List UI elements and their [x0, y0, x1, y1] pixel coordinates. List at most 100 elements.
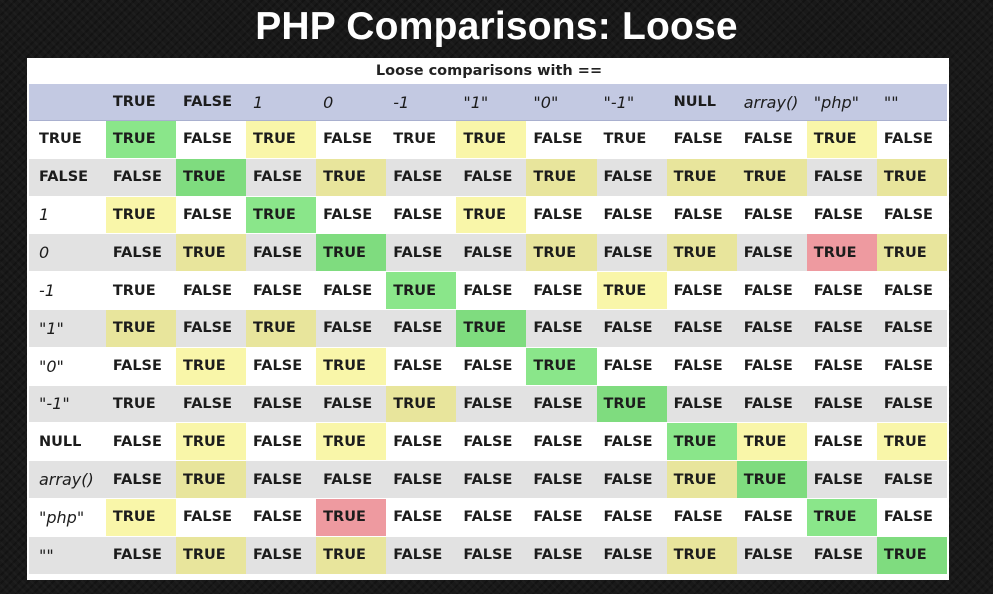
- comparison-cell: TRUE: [316, 423, 387, 462]
- comparison-cell: FALSE: [806, 309, 877, 348]
- comparison-cell: FALSE: [876, 121, 947, 159]
- comparison-cell: FALSE: [105, 423, 176, 462]
- comparison-cell: FALSE: [246, 347, 317, 386]
- comparison-cell: FALSE: [456, 423, 527, 462]
- table-row: "0" FALSE TRUE FALSE TRUE FALSE FALSE TRUE FALSE…: [29, 347, 947, 386]
- comparison-cell: FALSE: [456, 498, 527, 537]
- comparison-cell: FALSE: [596, 234, 667, 273]
- comparison-cell: FALSE: [666, 272, 737, 310]
- comparison-cell: FALSE: [316, 272, 387, 310]
- row-header: "1": [29, 309, 106, 348]
- comparison-cell: FALSE: [175, 121, 247, 159]
- comparison-cell: FALSE: [175, 272, 247, 310]
- comparison-cell: FALSE: [736, 309, 807, 348]
- comparison-cell: TRUE: [175, 234, 247, 273]
- comparison-cell: FALSE: [806, 385, 877, 424]
- comparison-cell: FALSE: [736, 121, 807, 159]
- comparison-cell: FALSE: [105, 461, 176, 499]
- comparison-cell: TRUE: [105, 385, 176, 424]
- comparison-cell: TRUE: [246, 121, 317, 159]
- column-header: -1: [386, 84, 457, 121]
- comparison-cell: TRUE: [386, 121, 457, 159]
- comparison-cell: TRUE: [316, 498, 387, 537]
- comparison-cell: FALSE: [806, 196, 877, 235]
- comparison-cell: TRUE: [666, 234, 737, 273]
- row-header: FALSE: [29, 158, 106, 197]
- comparison-cell: FALSE: [596, 423, 667, 462]
- comparison-cell: FALSE: [246, 272, 317, 310]
- comparison-cell: FALSE: [596, 536, 667, 575]
- table-row: array() FALSE TRUE FALSE FALSE FALSE FALSE FALS…: [29, 461, 947, 499]
- comparison-cell: TRUE: [876, 158, 947, 197]
- comparison-cell: TRUE: [105, 309, 176, 348]
- comparison-cell: FALSE: [596, 347, 667, 386]
- table-row: 0 FALSE TRUE FALSE TRUE FALSE FALSE TRUE FALSE TR…: [29, 234, 947, 273]
- comparison-cell: TRUE: [666, 158, 737, 197]
- row-header: "-1": [29, 385, 106, 424]
- comparison-cell: FALSE: [175, 385, 247, 424]
- table-row: "php" TRUE FALSE FALSE TRUE FALSE FALSE FALSE FA…: [29, 498, 947, 537]
- comparison-cell: FALSE: [806, 347, 877, 386]
- comparison-cell: TRUE: [596, 272, 667, 310]
- comparison-cell: FALSE: [175, 309, 247, 348]
- comparison-cell: TRUE: [246, 309, 317, 348]
- comparison-cell: FALSE: [806, 423, 877, 462]
- comparison-cell: FALSE: [736, 234, 807, 273]
- comparison-cell: FALSE: [806, 272, 877, 310]
- comparison-cell: FALSE: [596, 158, 667, 197]
- comparison-cell: FALSE: [246, 423, 317, 462]
- comparison-cell: FALSE: [105, 536, 176, 575]
- table-row: "" FALSE TRUE FALSE TRUE FALSE FALSE FALSE FALSE…: [29, 536, 947, 575]
- table-row: 1 TRUE FALSE TRUE FALSE FALSE TRUE FALSE FALSE FA…: [29, 196, 947, 235]
- comparison-cell: TRUE: [105, 498, 176, 537]
- comparison-cell: FALSE: [806, 158, 877, 197]
- table-caption: Loose comparisons with ==: [375, 63, 603, 79]
- comparison-cell: TRUE: [736, 461, 807, 499]
- comparison-cell: FALSE: [876, 347, 947, 386]
- comparison-cell: TRUE: [316, 536, 387, 575]
- row-header: "": [29, 536, 106, 575]
- comparison-cell: FALSE: [666, 498, 737, 537]
- table-row: "-1" TRUE FALSE FALSE FALSE TRUE FALSE FALSE TRU…: [29, 385, 947, 424]
- column-header: "0": [526, 84, 597, 121]
- comparison-cell: TRUE: [316, 158, 387, 197]
- comparison-cell: TRUE: [175, 423, 247, 462]
- comparison-cell: TRUE: [666, 423, 737, 462]
- comparison-cell: FALSE: [246, 536, 317, 575]
- column-header: 0: [316, 84, 387, 121]
- comparison-cell: TRUE: [316, 234, 387, 273]
- comparison-cell: TRUE: [666, 536, 737, 575]
- comparison-cell: FALSE: [876, 498, 947, 537]
- table-row: TRUE TRUE FALSE TRUE FALSE TRUE TRUE FALSE TRUE F…: [29, 121, 947, 159]
- comparison-cell: FALSE: [456, 536, 527, 575]
- comparison-cell: FALSE: [246, 498, 317, 537]
- comparison-cell: FALSE: [456, 385, 527, 424]
- comparison-cell: FALSE: [596, 196, 667, 235]
- row-header: 0: [29, 234, 106, 273]
- comparison-cell: FALSE: [105, 347, 176, 386]
- comparison-cell: FALSE: [736, 196, 807, 235]
- row-header: "php": [29, 498, 106, 537]
- column-header: NULL: [666, 84, 737, 121]
- comparison-cell: FALSE: [386, 461, 457, 499]
- comparison-cell: TRUE: [596, 121, 667, 159]
- comparison-cell: FALSE: [456, 158, 527, 197]
- comparison-cell: FALSE: [526, 385, 597, 424]
- column-header: FALSE: [175, 84, 247, 121]
- comparison-cell: FALSE: [175, 498, 247, 537]
- comparison-cell: TRUE: [806, 121, 877, 159]
- comparison-cell: FALSE: [386, 423, 457, 462]
- comparison-cell: FALSE: [806, 461, 877, 499]
- comparison-cell: FALSE: [386, 347, 457, 386]
- comparison-cell: TRUE: [596, 385, 667, 424]
- comparison-cell: TRUE: [175, 347, 247, 386]
- table-row: -1 TRUE FALSE FALSE FALSE TRUE FALSE FALSE TRUE F…: [29, 272, 947, 310]
- comparison-cell: FALSE: [246, 461, 317, 499]
- comparison-cell: TRUE: [526, 347, 597, 386]
- comparison-cell: FALSE: [386, 498, 457, 537]
- comparison-cell: FALSE: [386, 536, 457, 575]
- comparison-cell: TRUE: [105, 196, 176, 235]
- comparison-cell: FALSE: [526, 272, 597, 310]
- row-header: TRUE: [29, 121, 106, 159]
- comparison-cell: TRUE: [526, 234, 597, 273]
